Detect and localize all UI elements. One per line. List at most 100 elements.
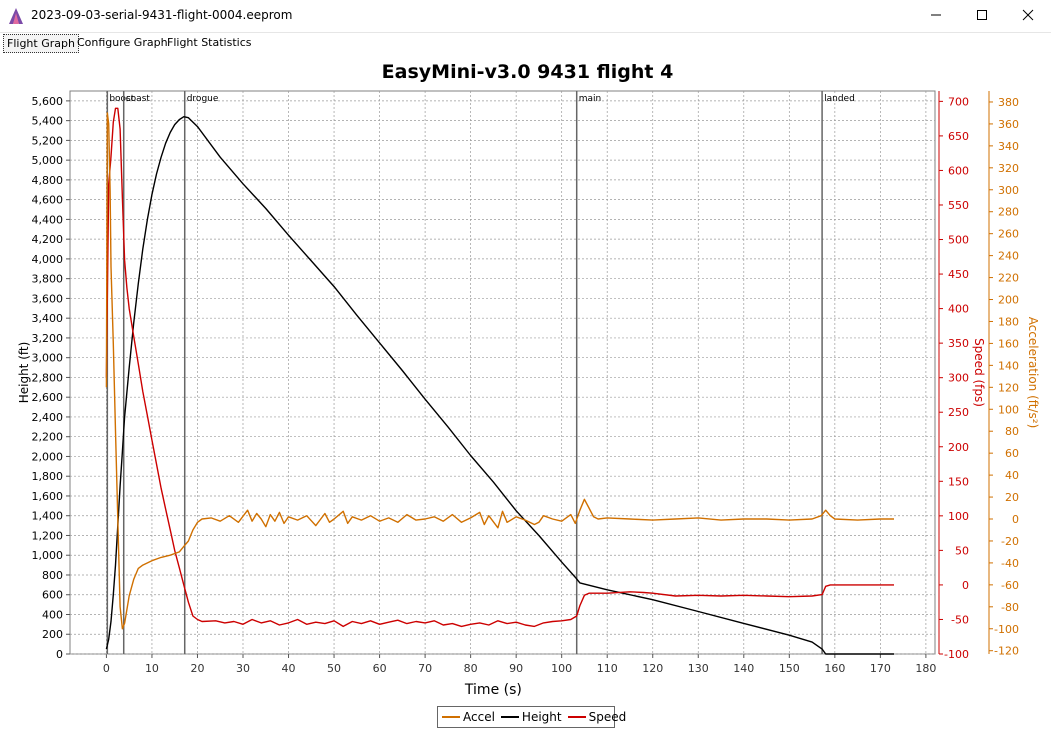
height-tick-label: 2,600: [32, 391, 64, 404]
x-tick-label: 0: [103, 662, 110, 675]
height-tick-label: 1,600: [32, 490, 64, 503]
accel-tick-label: 0: [1012, 513, 1019, 526]
legend-item-accel: Accel: [442, 710, 495, 724]
x-tick-label: 110: [597, 662, 618, 675]
legend-label-speed: Speed: [588, 710, 627, 724]
close-button[interactable]: [1005, 0, 1051, 30]
tab-flight-statistics[interactable]: Flight Statistics: [167, 36, 252, 49]
accel-tick-label: 240: [998, 250, 1019, 263]
x-tick-label: 60: [373, 662, 387, 675]
x-tick-label: 40: [282, 662, 296, 675]
accel-tick-label: 20: [1005, 491, 1019, 504]
accel-tick-label: 360: [998, 118, 1019, 131]
accel-tick-label: 300: [998, 184, 1019, 197]
accel-tick-label: -80: [1001, 601, 1019, 614]
series-line-accel: [105, 112, 894, 630]
speed-tick-label: 250: [948, 406, 969, 419]
event-label-boost: boost: [109, 94, 134, 104]
x-tick-label: 100: [551, 662, 572, 675]
maximize-button[interactable]: [959, 0, 1005, 30]
x-axis-label: Time (s): [464, 682, 522, 698]
speed-tick-label: -50: [951, 613, 969, 626]
accel-tick-label: 40: [1005, 469, 1019, 482]
title-bar: 2023-09-03-serial-9431-flight-0004.eepro…: [0, 0, 1051, 33]
minimize-button[interactable]: [913, 0, 959, 30]
x-tick-label: 70: [418, 662, 432, 675]
height-tick-label: 400: [42, 608, 63, 621]
accel-tick-label: 180: [998, 315, 1019, 328]
x-tick-label: 30: [236, 662, 250, 675]
series-line-speed: [105, 107, 894, 628]
close-icon: [1022, 9, 1034, 21]
event-label-landed: landed: [824, 94, 855, 104]
window-title: 2023-09-03-serial-9431-flight-0004.eepro…: [31, 8, 293, 22]
speed-tick-label: 50: [955, 544, 969, 557]
x-tick-label: 50: [327, 662, 341, 675]
height-tick-label: 1,400: [32, 510, 64, 523]
x-tick-label: 20: [190, 662, 204, 675]
height-tick-label: 3,800: [32, 273, 64, 286]
height-tick-label: 1,000: [32, 549, 64, 562]
height-tick-label: 2,000: [32, 450, 64, 463]
accel-tick-label: 200: [998, 294, 1019, 307]
accel-tick-label: 120: [998, 381, 1019, 394]
series-line-height: [105, 116, 894, 655]
x-tick-label: 170: [870, 662, 891, 675]
event-label-drogue: drogue: [187, 94, 219, 104]
speed-tick-label: 150: [948, 475, 969, 488]
accel-tick-label: 280: [998, 206, 1019, 219]
accel-axis-label: Acceleration (ft/s²): [1026, 317, 1040, 429]
speed-tick-label: 450: [948, 268, 969, 281]
altus-metrum-icon: [9, 8, 23, 24]
height-tick-label: 3,600: [32, 292, 64, 305]
maximize-icon: [977, 10, 987, 20]
height-tick-label: 0: [56, 648, 63, 661]
height-tick-label: 4,800: [32, 174, 64, 187]
accel-tick-label: -40: [1001, 557, 1019, 570]
height-tick-label: 3,200: [32, 332, 64, 345]
height-tick-label: 5,200: [32, 134, 64, 147]
x-tick-label: 150: [779, 662, 800, 675]
height-tick-label: 200: [42, 628, 63, 641]
accel-tick-label: 260: [998, 228, 1019, 241]
height-tick-label: 3,000: [32, 352, 64, 365]
accel-tick-label: -60: [1001, 579, 1019, 592]
height-tick-label: 4,000: [32, 253, 64, 266]
height-tick-label: 2,200: [32, 431, 64, 444]
accel-tick-label: 320: [998, 162, 1019, 175]
plot-area: [69, 90, 936, 655]
accel-tick-label: 140: [998, 359, 1019, 372]
chart-legend: Accel Height Speed: [437, 706, 626, 728]
accel-tick-label: 220: [998, 272, 1019, 285]
height-tick-label: 5,600: [32, 95, 64, 108]
x-tick-label: 120: [642, 662, 663, 675]
event-label-coast: coast: [126, 94, 151, 104]
legend-label-accel: Accel: [463, 710, 495, 724]
speed-tick-label: 400: [948, 303, 969, 316]
accel-tick-label: 100: [998, 403, 1019, 416]
speed-tick-label: 500: [948, 234, 969, 247]
tab-flight-graph[interactable]: Flight Graph: [3, 34, 79, 53]
height-tick-label: 1,200: [32, 529, 64, 542]
event-label-main: main: [579, 94, 602, 104]
legend-swatch-speed: [567, 716, 586, 718]
tab-configure-graph[interactable]: Configure Graph: [77, 36, 168, 49]
accel-tick-label: -100: [994, 623, 1019, 636]
x-tick-label: 180: [915, 662, 936, 675]
speed-tick-label: 100: [948, 510, 969, 523]
speed-tick-label: 650: [948, 130, 969, 143]
flight-graph-chart: EasyMini-v3.0 9431 flight 4 0 10 20 30 40 50 60…: [17, 61, 1040, 698]
accel-tick-label: 160: [998, 337, 1019, 350]
legend-swatch-height: [500, 716, 519, 718]
x-tick-label: 160: [824, 662, 845, 675]
x-tick-label: 10: [145, 662, 159, 675]
height-tick-label: 5,000: [32, 154, 64, 167]
legend-item-speed: Speed: [567, 710, 627, 724]
x-tick-label: 90: [509, 662, 523, 675]
x-tick-label: 140: [733, 662, 754, 675]
speed-tick-label: 300: [948, 372, 969, 385]
x-tick-label: 130: [688, 662, 709, 675]
speed-tick-label: -100: [944, 648, 969, 661]
accel-tick-label: -20: [1001, 535, 1019, 548]
minimize-icon: [931, 14, 941, 16]
